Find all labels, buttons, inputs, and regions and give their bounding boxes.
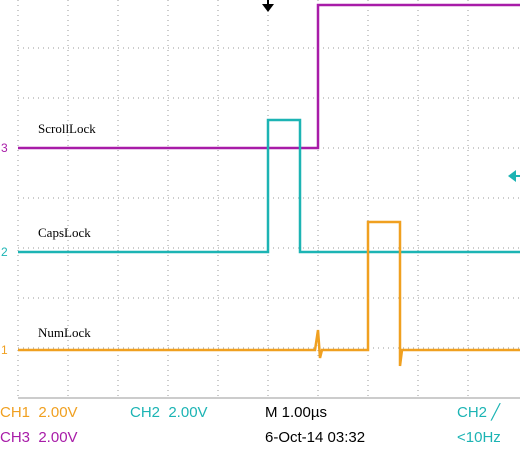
ch3-scale: CH3 2.00V	[0, 429, 78, 446]
ch1-marker: 1	[1, 343, 8, 357]
trigger-level-marker	[508, 170, 520, 182]
trace-ch2	[18, 118, 520, 254]
trigger-position-marker	[262, 0, 274, 12]
ch3-marker: 3	[1, 141, 8, 155]
timebase: M 1.00µs	[265, 404, 327, 421]
trigger-frequency: <10Hz	[457, 429, 501, 446]
trace-ch3	[18, 3, 520, 150]
trace-label: CapsLock	[38, 225, 91, 240]
datetime: 6-Oct-14 03:32	[265, 429, 365, 446]
ch2-marker: 2	[1, 245, 8, 259]
trace-label: NumLock	[38, 325, 91, 340]
trace-label: ScrollLock	[38, 121, 96, 136]
trigger-source: CH2 ╱	[457, 403, 501, 421]
ch1-scale: CH1 2.00V	[0, 404, 78, 421]
trace-ch1	[18, 220, 520, 367]
ch2-scale: CH2 2.00V	[130, 404, 208, 421]
